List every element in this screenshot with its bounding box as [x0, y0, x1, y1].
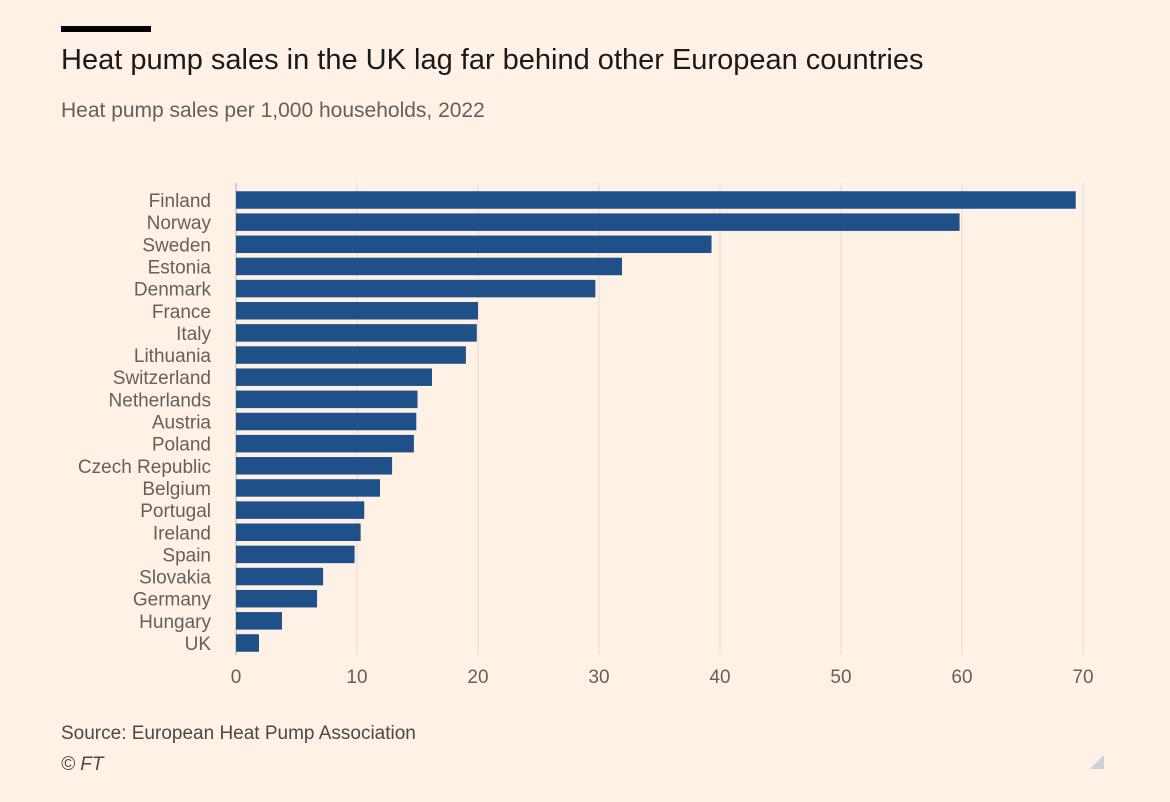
resize-corner-icon	[1090, 755, 1104, 769]
category-label: Portugal	[140, 501, 211, 522]
category-label: Slovakia	[139, 568, 211, 589]
category-label: UK	[185, 634, 212, 655]
copyright-credit: © FT	[61, 754, 104, 775]
bar	[236, 567, 324, 586]
bar	[236, 324, 477, 342]
x-tick-labels: 0 10 20 30 40 50 60 70	[231, 667, 1094, 688]
category-label: Switzerland	[113, 368, 211, 389]
bar	[236, 434, 414, 453]
category-label: Austria	[152, 413, 212, 434]
bar	[236, 257, 622, 276]
bar	[236, 457, 393, 475]
bar	[236, 368, 433, 386]
bar	[236, 501, 365, 519]
category-labels: FinlandNorwaySwedenEstoniaDenmarkFranceI…	[78, 191, 212, 655]
header-rule	[61, 26, 151, 32]
category-label: Estonia	[148, 257, 212, 278]
category-label: Denmark	[134, 280, 212, 301]
category-label: Czech Republic	[78, 457, 211, 478]
bar	[236, 191, 1076, 209]
bar	[236, 612, 282, 630]
bar	[236, 235, 712, 254]
bar	[236, 213, 960, 231]
x-tick-label: 20	[467, 667, 488, 688]
category-label: Belgium	[142, 479, 211, 500]
category-label: France	[152, 302, 211, 323]
bar	[236, 346, 466, 364]
bar	[236, 634, 259, 652]
category-label: Italy	[176, 324, 211, 345]
bar	[236, 302, 478, 320]
source-note: Source: European Heat Pump Association	[61, 723, 416, 744]
bar	[236, 412, 417, 431]
category-label: Netherlands	[109, 390, 211, 411]
bar	[236, 479, 380, 497]
category-label: Lithuania	[134, 346, 212, 367]
bars	[236, 191, 1076, 652]
category-label: Hungary	[139, 612, 211, 633]
chart-title: Heat pump sales in the UK lag far behind…	[61, 44, 924, 76]
x-tick-label: 40	[709, 667, 730, 688]
x-tick-label: 50	[830, 667, 851, 688]
category-label: Spain	[162, 545, 211, 566]
bar	[236, 545, 355, 564]
bar	[236, 390, 418, 409]
chart-subtitle: Heat pump sales per 1,000 households, 20…	[61, 99, 485, 122]
bar	[236, 589, 318, 608]
category-label: Norway	[147, 213, 212, 234]
x-tick-label: 70	[1072, 667, 1093, 688]
bar	[236, 279, 596, 298]
category-label: Sweden	[142, 235, 211, 256]
category-label: Poland	[152, 435, 211, 456]
bar	[236, 523, 361, 541]
x-tick-label: 0	[231, 667, 242, 688]
x-tick-label: 30	[588, 667, 609, 688]
category-label: Ireland	[153, 523, 211, 544]
x-tick-label: 10	[346, 667, 367, 688]
x-tick-label: 60	[951, 667, 972, 688]
category-label: Finland	[149, 191, 211, 212]
category-label: Germany	[133, 590, 212, 611]
